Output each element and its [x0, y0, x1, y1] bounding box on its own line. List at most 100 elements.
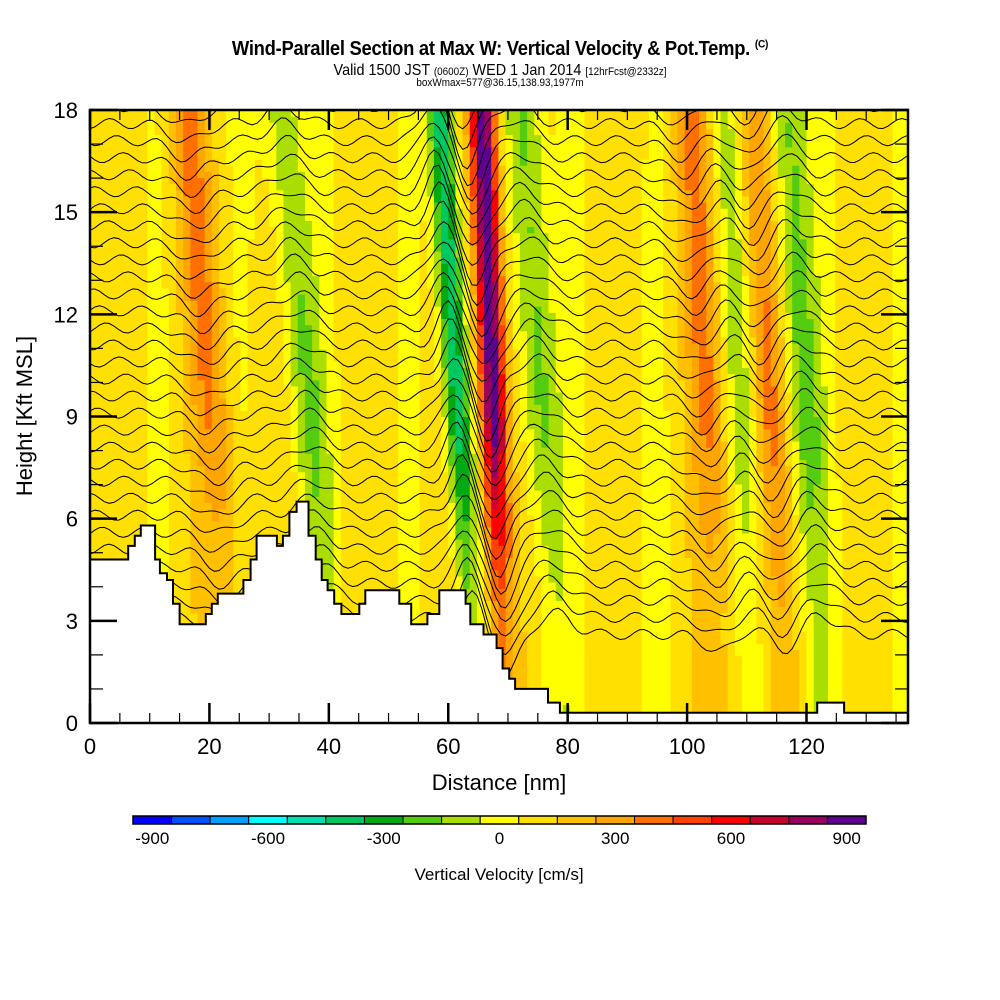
colorbar-swatch [749, 815, 790, 825]
velocity-cell [827, 563, 843, 571]
velocity-cell [663, 293, 679, 301]
velocity-cell [476, 416, 485, 424]
velocity-cell [476, 508, 485, 516]
velocity-cell [276, 140, 299, 148]
velocity-cell [785, 379, 793, 387]
velocity-cell [90, 208, 148, 215]
velocity-cell [333, 189, 399, 197]
velocity-cell [684, 300, 693, 307]
velocity-cell [147, 287, 170, 295]
velocity-cell [269, 183, 277, 191]
velocity-cell [727, 300, 743, 307]
velocity-cell [641, 159, 664, 166]
velocity-cell [792, 324, 815, 332]
velocity-cell [512, 551, 521, 559]
velocity-cell [770, 704, 800, 712]
velocity-cell [498, 404, 507, 411]
velocity-cell [247, 293, 277, 301]
velocity-cell [806, 490, 815, 497]
velocity-cell [699, 128, 707, 136]
velocity-cell [820, 416, 829, 424]
velocity-cell [175, 232, 184, 240]
velocity-cell [806, 287, 822, 295]
velocity-cell [398, 152, 428, 160]
velocity-cell [799, 545, 808, 552]
velocity-cell [226, 490, 234, 497]
velocity-cell [641, 502, 671, 510]
velocity-cell [476, 410, 485, 418]
velocity-cell [691, 379, 700, 387]
velocity-cell [892, 183, 908, 191]
velocity-cell [312, 257, 335, 264]
velocity-cell [706, 441, 714, 448]
velocity-cell [785, 257, 793, 264]
velocity-cell [663, 140, 671, 148]
velocity-cell [699, 404, 714, 411]
velocity-cell [147, 336, 170, 344]
velocity-cell [448, 379, 464, 387]
velocity-cell [892, 477, 908, 485]
velocity-cell [835, 140, 894, 148]
velocity-cell [806, 557, 829, 565]
velocity-cell [792, 532, 800, 540]
velocity-cell [842, 545, 894, 552]
velocity-cell [333, 300, 399, 307]
velocity-cell [168, 588, 191, 595]
velocity-cell [785, 600, 793, 608]
velocity-cell [519, 539, 535, 546]
velocity-cell [641, 349, 664, 356]
velocity-cell [727, 563, 736, 571]
velocity-cell [175, 257, 184, 264]
velocity-cell [792, 588, 800, 595]
velocity-cell [183, 434, 199, 442]
velocity-cell [161, 244, 177, 252]
velocity-cell [190, 318, 199, 326]
velocity-cell [211, 116, 227, 123]
velocity-cell [498, 220, 507, 228]
velocity-cell [534, 545, 550, 552]
velocity-cell [785, 281, 793, 289]
velocity-cell [756, 391, 765, 399]
velocity-cell [770, 569, 786, 577]
velocity-cell [168, 385, 184, 393]
velocity-cell [304, 496, 335, 503]
velocity-cell [226, 110, 270, 117]
velocity-cell [161, 269, 177, 277]
velocity-cell [720, 465, 729, 473]
velocity-cell [713, 416, 722, 424]
velocity-cell [398, 122, 428, 129]
velocity-cell [749, 385, 757, 393]
velocity-cell [727, 214, 736, 221]
velocity-cell [441, 361, 449, 369]
velocity-cell [448, 189, 457, 197]
velocity-cell [476, 306, 485, 313]
velocity-cell [777, 575, 786, 583]
velocity-cell [419, 257, 428, 264]
velocity-cell [448, 514, 457, 522]
velocity-cell [684, 336, 693, 344]
velocity-cell [398, 551, 421, 559]
velocity-cell [233, 244, 249, 252]
velocity-cell [261, 159, 277, 166]
velocity-cell [484, 416, 492, 424]
velocity-cell [813, 410, 829, 418]
velocity-cell [90, 269, 148, 277]
velocity-cell [727, 483, 736, 491]
velocity-cell [233, 520, 299, 528]
velocity-cell [749, 312, 757, 320]
velocity-cell [455, 275, 464, 283]
velocity-cell [641, 582, 671, 589]
velocity-cell [835, 434, 894, 442]
velocity-cell [792, 612, 800, 620]
velocity-cell [734, 545, 757, 552]
velocity-cell [491, 183, 500, 191]
velocity-cell [333, 312, 399, 320]
velocity-cell [247, 367, 285, 375]
velocity-cell [398, 588, 421, 595]
velocity-cell [641, 177, 664, 185]
velocity-cell [469, 342, 478, 350]
velocity-cell [326, 398, 342, 405]
velocity-cell [190, 471, 206, 479]
velocity-cell [727, 422, 736, 430]
velocity-cell [161, 195, 177, 203]
